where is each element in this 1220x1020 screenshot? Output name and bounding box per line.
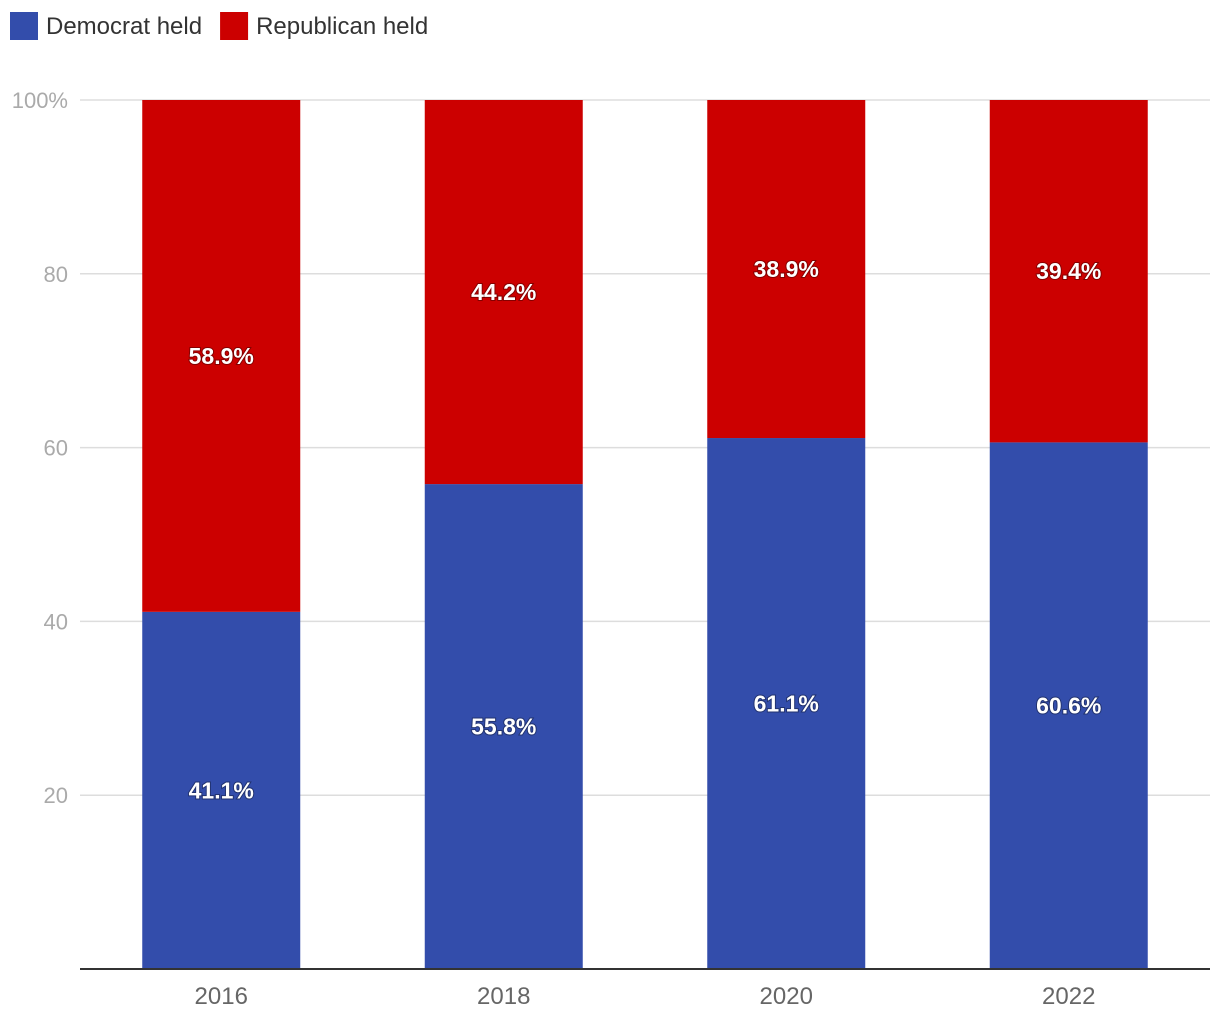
y-tick-label-80: 80 [44, 262, 68, 287]
bars: 41.1% 58.9% 55.8% 44.2% 61.1% 38.9% 60.6% 39.4% [142, 100, 1148, 969]
bar-2020-democrat [707, 438, 866, 969]
legend: Democrat held Republican held [10, 12, 428, 40]
data-label-2022-republican: 39.4% [1036, 258, 1101, 284]
x-tick-label-2018: 2018 [477, 983, 530, 1010]
bar-2016-democrat [142, 611, 301, 969]
data-label-2018-democrat: 55.8% [471, 714, 536, 740]
y-tick-label-100: 100% [12, 88, 68, 113]
bar-2018-democrat [424, 484, 583, 969]
bar-2016-republican [142, 100, 301, 612]
x-tick-label-2016: 2016 [195, 983, 248, 1010]
bar-2020-republican [707, 100, 866, 439]
bar-2018-republican [424, 100, 583, 485]
bar-2022-republican [989, 100, 1148, 443]
data-label-2020-democrat: 61.1% [754, 691, 819, 717]
y-tick-label-60: 60 [44, 436, 68, 461]
legend-label-1: Republican held [256, 13, 428, 40]
y-tick-label-40: 40 [44, 609, 68, 634]
x-tick-label-2020: 2020 [760, 983, 813, 1010]
legend-swatch-0 [10, 12, 38, 40]
data-label-2020-republican: 38.9% [754, 256, 819, 282]
y-tick-label-20: 20 [44, 783, 68, 808]
data-label-2018-republican: 44.2% [471, 279, 536, 305]
y-axis: 20 40 60 80 100% [12, 88, 68, 808]
x-axis: 2016 2018 2020 2022 [80, 968, 1210, 1010]
bar-2022-democrat [989, 442, 1148, 969]
x-tick-label-2022: 2022 [1042, 983, 1095, 1010]
legend-swatch-1 [220, 12, 249, 40]
legend-label-0: Democrat held [46, 13, 202, 40]
data-label-2016-democrat: 41.1% [189, 777, 254, 803]
data-label-2016-republican: 58.9% [189, 343, 254, 369]
data-label-2022-democrat: 60.6% [1036, 693, 1101, 719]
